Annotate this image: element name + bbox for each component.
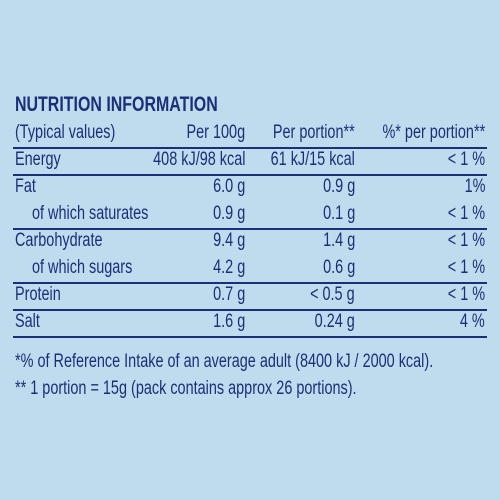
cell: 0.9 g bbox=[212, 203, 245, 224]
row-label: of which sugars bbox=[32, 257, 133, 278]
rule bbox=[13, 336, 487, 338]
cell: < 1 % bbox=[447, 284, 485, 305]
row-label: Carbohydrate bbox=[15, 230, 103, 251]
row-label: of which saturates bbox=[32, 203, 149, 224]
cell: 4.2 g bbox=[212, 257, 245, 278]
header-cell: Per 100g bbox=[186, 122, 245, 143]
rule bbox=[13, 228, 487, 230]
cell: < 1 % bbox=[447, 149, 485, 170]
footnote: ** 1 portion = 15g (pack contains approx… bbox=[15, 378, 357, 399]
cell: 0.24 g bbox=[314, 311, 355, 332]
cell: 0.7 g bbox=[212, 284, 245, 305]
cell: 61 kJ/15 kcal bbox=[270, 149, 355, 170]
footnote: *% of Reference Intake of an average adu… bbox=[15, 351, 434, 372]
rule bbox=[13, 309, 487, 311]
title: NUTRITION INFORMATION bbox=[15, 93, 218, 116]
rule bbox=[13, 147, 487, 149]
cell: 6.0 g bbox=[212, 176, 245, 197]
cell: < 1 % bbox=[447, 230, 485, 251]
row-label: Protein bbox=[15, 284, 61, 305]
cell: 0.9 g bbox=[322, 176, 355, 197]
cell: 9.4 g bbox=[212, 230, 245, 251]
cell: < 1 % bbox=[447, 257, 485, 278]
header-cell: (Typical values) bbox=[15, 122, 116, 143]
cell: 408 kJ/98 kcal bbox=[152, 149, 245, 170]
header-cell: %* per portion** bbox=[382, 122, 485, 143]
row-label: Salt bbox=[15, 311, 40, 332]
cell: 1.6 g bbox=[212, 311, 245, 332]
cell: 0.6 g bbox=[322, 257, 355, 278]
cell: 1.4 g bbox=[322, 230, 355, 251]
row-label: Energy bbox=[15, 149, 61, 170]
cell: < 0.5 g bbox=[310, 284, 355, 305]
cell: 4 % bbox=[460, 311, 485, 332]
cell: 0.1 g bbox=[322, 203, 355, 224]
header-cell: Per portion** bbox=[273, 122, 355, 143]
cell: 1% bbox=[464, 176, 485, 197]
rule bbox=[13, 174, 487, 176]
rule bbox=[13, 282, 487, 284]
cell: < 1 % bbox=[447, 203, 485, 224]
row-label: Fat bbox=[15, 176, 36, 197]
